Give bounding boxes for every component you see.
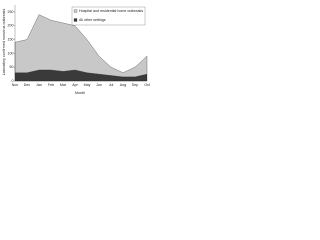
x-tick-label: May xyxy=(84,83,91,87)
x-tick-label: Jun xyxy=(96,83,102,87)
x-tick-label: Jan xyxy=(36,83,42,87)
x-tick-label: Feb xyxy=(48,83,54,87)
legend-swatch xyxy=(73,18,78,22)
y-axis-label: Laboratory confirmed norovirus outbreaks xyxy=(2,9,6,76)
page: {"chart_data":{"type":"stacked_area", "x… xyxy=(0,0,150,96)
y-tick-label: 250 xyxy=(8,10,14,14)
x-tick-label: Aug xyxy=(120,83,126,87)
x-tick-label: Nov xyxy=(12,83,19,87)
legend-label: Hospital and residential home outbreaks xyxy=(79,9,143,13)
y-tick-label: 0 xyxy=(12,79,14,83)
x-tick-label: Apr xyxy=(72,83,78,87)
legend-box xyxy=(71,6,146,26)
chart: Laboratory confirmed norovirus outbreaks… xyxy=(2,5,150,95)
x-tick-label: Sep xyxy=(132,83,138,87)
legend-swatch xyxy=(73,9,78,13)
x-tick-label: Dec xyxy=(24,83,31,87)
x-tick-label: Jul xyxy=(109,83,114,87)
x-tick-label: Mar xyxy=(60,83,67,87)
y-tick-label: 50 xyxy=(10,65,14,69)
y-tick-label: 200 xyxy=(8,24,14,28)
x-tick-label: Oct xyxy=(144,83,150,87)
x-axis-label: Month xyxy=(75,91,85,95)
y-tick-label: 100 xyxy=(8,51,14,55)
y-tick-label: 150 xyxy=(8,37,14,41)
area xyxy=(14,14,148,78)
legend-label: All other settings xyxy=(79,18,106,22)
